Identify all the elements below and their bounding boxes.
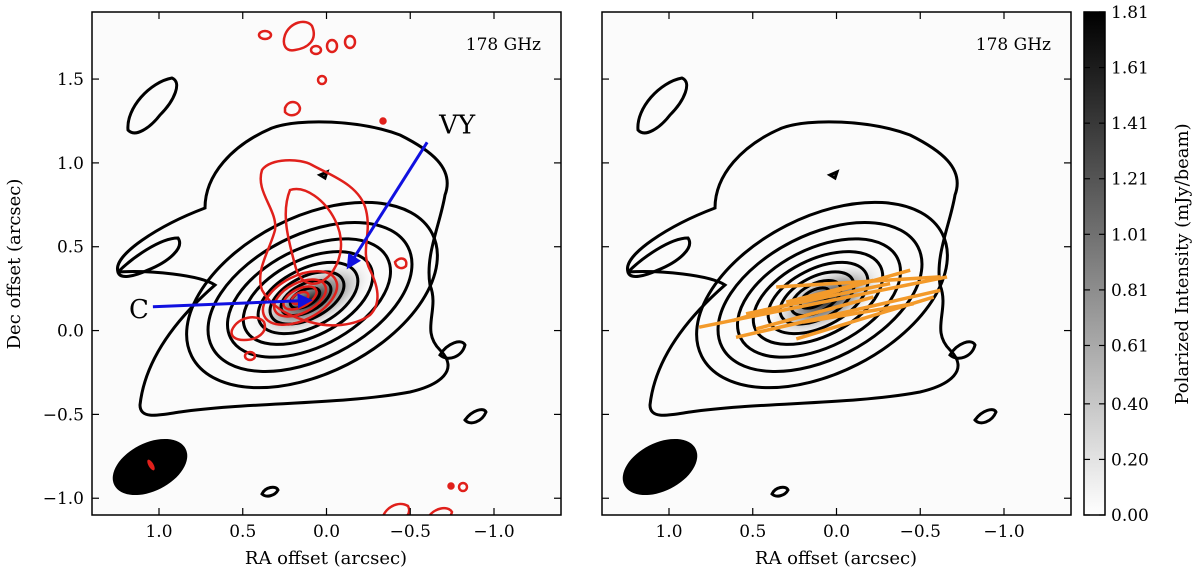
- polarized-contour: [343, 34, 357, 50]
- polarization-vector: [755, 295, 874, 331]
- x-tick-label: −1.0: [473, 522, 514, 542]
- colorbar-tick-label: 1.01: [1111, 225, 1149, 245]
- stokes-i-contour: [716, 221, 924, 373]
- x-tick-label: 0.5: [229, 522, 256, 542]
- polarized-contour: [309, 44, 323, 56]
- source-arrows: C VY: [129, 110, 476, 324]
- colorbar-tick-label: 1.61: [1111, 59, 1149, 79]
- polarized-contour: [272, 278, 328, 318]
- polarized-contour: [393, 257, 408, 270]
- polarized-contour: [457, 481, 469, 493]
- polarized-contour: [261, 270, 339, 326]
- polarization-vector: [776, 275, 941, 289]
- polarized-contour: [230, 316, 267, 342]
- colorbar-tick-label: 0.00: [1111, 506, 1149, 526]
- stokes-i-contour: [206, 221, 414, 373]
- stokes-i-contour: [770, 485, 790, 498]
- y-tick-label: −0.5: [43, 405, 84, 425]
- stokes-i-contour: [225, 237, 393, 359]
- source-label-vy: VY: [438, 110, 476, 140]
- polarized-contour: [447, 482, 455, 490]
- left-frequency-label: 178 GHz: [466, 35, 541, 55]
- right-axis-ticks: 1.0 0.5 0.0 −0.5 −1.0: [602, 12, 1071, 542]
- colorbar-gradient: [1083, 11, 1106, 516]
- source-label-c: C: [129, 295, 149, 325]
- stokes-i-contour: [126, 76, 179, 135]
- x-tick-label: 1.0: [655, 522, 682, 542]
- y-tick-label: 0.5: [57, 238, 84, 258]
- x-tick-label: −0.5: [900, 522, 941, 542]
- stokes-i-contour: [116, 236, 182, 278]
- x-tick-label: −1.0: [983, 522, 1024, 542]
- polarized-contour: [258, 159, 379, 327]
- x-tick-label: −0.5: [390, 522, 431, 542]
- colorbar-tick-label: 0.20: [1111, 450, 1149, 470]
- y-axis-label: Dec offset (arcsec): [4, 179, 25, 350]
- stokes-i-contour: [695, 200, 949, 390]
- colorbar-label: Polarized Intensity (mJy/beam): [1172, 123, 1193, 404]
- left-x-axis-label: RA offset (arcsec): [245, 548, 407, 569]
- polarization-vector: [785, 278, 874, 304]
- stokes-i-contour: [438, 340, 467, 360]
- colorbar-tick-label: 1.21: [1111, 170, 1149, 190]
- colorbar-tick-label: 1.81: [1111, 3, 1149, 23]
- stokes-i-contour: [241, 250, 375, 346]
- y-tick-label: 1.5: [57, 70, 84, 90]
- colorbar-ticks: 0.00 0.20 0.40 0.61 0.81 1.01 1.21 1.41 1.61 1.81: [1084, 3, 1149, 526]
- colorbar-tick-label: 1.41: [1111, 114, 1149, 134]
- source-arrow-c: [152, 293, 313, 309]
- polarized-contour: [283, 100, 302, 117]
- left-axis-ticks: 1.0 0.5 0.0 −0.5 −1.0 −1.0 −0.5 0.0 0.5 1.0 1.5: [43, 12, 561, 542]
- stokes-i-contour: [463, 408, 488, 425]
- polarized-beam: [147, 459, 155, 471]
- polarized-contour: [325, 38, 339, 54]
- stokes-i-contour: [316, 169, 330, 181]
- colorbar-tick-label: 0.81: [1111, 281, 1149, 301]
- polarized-contour: [282, 20, 315, 52]
- polarized-contour: [379, 117, 387, 125]
- stokes-i-contour: [826, 169, 840, 181]
- right-panel: 1.0 0.5 0.0 −0.5 −1.0 178 GHz RA offset (arc…: [601, 11, 1072, 569]
- stokes-i-contour: [973, 408, 998, 425]
- polarized-contour: [428, 506, 454, 515]
- x-tick-label: 0.0: [823, 522, 850, 542]
- stokes-i-contour: [185, 200, 439, 390]
- y-tick-label: 0.0: [57, 322, 84, 342]
- y-tick-label: 1.0: [57, 154, 84, 174]
- polarization-vector: [735, 288, 941, 339]
- stokes-i-contour: [636, 76, 689, 135]
- x-tick-label: 0.5: [739, 522, 766, 542]
- stokes-i-contour: [260, 485, 280, 498]
- x-tick-label: 0.0: [313, 522, 340, 542]
- stokes-i-contour: [751, 250, 885, 346]
- polarization-vector: [745, 281, 891, 316]
- y-tick-label: −1.0: [43, 489, 84, 509]
- stokes-i-contour: [268, 270, 346, 326]
- polarization-vector: [802, 302, 914, 324]
- polarized-contour: [257, 29, 273, 41]
- polarized-contour: [316, 74, 328, 86]
- synthesized-beam: [622, 438, 698, 496]
- polarized-contour: [382, 502, 411, 515]
- stokes-i-contour: [626, 236, 692, 278]
- colorbar-tick-label: 0.40: [1111, 395, 1149, 415]
- stokes-i-contours: [116, 76, 488, 498]
- colorbar-tick-label: 0.61: [1111, 336, 1149, 356]
- x-tick-label: 1.0: [145, 522, 172, 542]
- polarized-contour: [243, 350, 257, 362]
- polarized-contours: [230, 20, 469, 515]
- colorbar: 0.00 0.20 0.40 0.61 0.81 1.01 1.21 1.41 1.61 1.81…: [1083, 3, 1193, 526]
- polarization-vectors: [698, 268, 948, 341]
- stokes-i-contour: [766, 260, 870, 336]
- stokes-i-contour: [948, 340, 977, 360]
- left-panel: CVY 1.0 0.5 0.0 −0.5 −1.0−1.0−0.50.00.51.01.…: [4, 11, 562, 569]
- source-arrow-vy: [346, 141, 429, 270]
- right-x-axis-label: RA offset (arcsec): [755, 548, 917, 569]
- right-frequency-label: 178 GHz: [976, 35, 1051, 55]
